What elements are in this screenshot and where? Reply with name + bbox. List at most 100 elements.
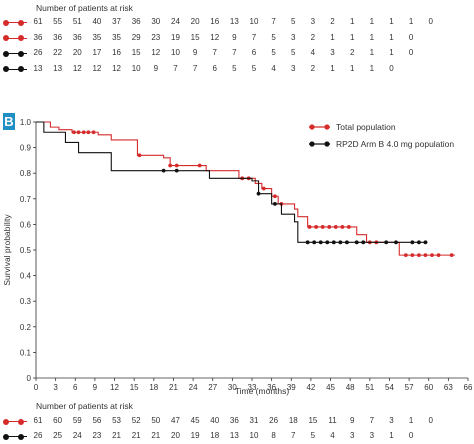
risk-count: 15 (308, 416, 318, 425)
risk-row-line (5, 37, 27, 39)
censor-marker (331, 240, 336, 245)
y-tick-label: 1.0 (20, 118, 32, 127)
y-tick-label: 0.2 (20, 323, 32, 332)
censor-marker (81, 130, 86, 135)
x-tick-label: 0 (34, 383, 39, 392)
risk-count: 13 (33, 63, 43, 73)
risk-count: 1 (408, 17, 414, 26)
censor-marker (86, 130, 91, 135)
risk-count: 24 (72, 431, 82, 440)
censor-marker (345, 240, 349, 245)
x-tick-label: 30 (228, 383, 237, 392)
risk-count: 15 (131, 48, 141, 57)
censor-marker (423, 240, 428, 245)
legend-marker (324, 141, 330, 147)
censor-marker (305, 240, 310, 245)
censor-marker (174, 168, 179, 173)
risk-count: 2 (349, 48, 355, 57)
risk-count: 1 (389, 17, 394, 26)
risk-count: 47 (171, 416, 180, 425)
risk-count: 1 (389, 48, 394, 57)
risk-count: 0 (428, 416, 433, 425)
y-tick-label: 0.3 (20, 297, 32, 306)
risk-count: 36 (72, 32, 82, 42)
risk-row-line (5, 421, 27, 423)
risk-count: 16 (112, 48, 121, 57)
risk-count: 26 (269, 416, 279, 425)
risk-count: 16 (210, 17, 220, 26)
risk-count: 20 (171, 431, 180, 440)
x-tick-label: 42 (306, 383, 315, 392)
x-tick-label: 45 (326, 383, 335, 392)
risk-count: 8 (271, 431, 276, 440)
censor-marker (161, 168, 166, 173)
risk-count: 51 (72, 17, 82, 26)
censor-marker (197, 163, 202, 168)
risk-row: 36 36 36 35 35 29 23 19 15 12 9 7 5 3 2 1 1 1 1 0 (0, 32, 474, 46)
risk-count: 23 (92, 431, 102, 440)
risk-count: 29 (131, 32, 141, 42)
risk-count: 23 (151, 32, 161, 42)
risk-count: 5 (271, 32, 276, 42)
risk-row-line (5, 68, 27, 70)
risk-count: 56 (92, 416, 102, 425)
risk-row-marker (18, 433, 24, 440)
x-tick-label: 57 (405, 383, 414, 392)
x-tick-label: 24 (189, 383, 198, 392)
risk-count: 21 (112, 431, 121, 440)
risk-count: 10 (249, 17, 259, 26)
risk-count: 26 (33, 431, 43, 440)
risk-count: 6 (212, 63, 217, 73)
risk-count: 3 (291, 63, 296, 73)
risk-count: 1 (408, 416, 414, 425)
risk-row-marker (18, 50, 24, 57)
risk-count: 4 (330, 431, 335, 440)
risk-count: 61 (33, 17, 43, 26)
risk-row-marker (3, 66, 9, 72)
censor-marker (394, 240, 398, 245)
risk-count: 55 (53, 17, 63, 26)
risk-count: 3 (369, 431, 375, 440)
risk-count: 36 (33, 32, 43, 42)
risk-count: 53 (112, 416, 121, 425)
x-tick-label: 27 (208, 383, 217, 392)
risk-count: 19 (190, 431, 200, 440)
risk-count: 0 (389, 63, 394, 73)
risk-count: 31 (249, 416, 259, 425)
risk-count: 5 (291, 17, 296, 26)
risk-count: 9 (349, 416, 355, 425)
risk-count: 5 (232, 63, 237, 73)
risk-count: 5 (310, 431, 316, 440)
censor-marker (327, 225, 332, 229)
risk-count: 52 (131, 416, 141, 425)
y-tick-label: 0.6 (20, 220, 32, 229)
x-tick-label: 33 (248, 383, 257, 392)
x-tick-label: 12 (110, 383, 119, 392)
risk-count: 45 (190, 416, 200, 425)
risk-count: 20 (72, 48, 82, 57)
x-tick-label: 21 (169, 383, 178, 392)
risk-count: 10 (131, 63, 141, 73)
x-tick-label: 63 (444, 383, 453, 392)
censor-marker (137, 153, 142, 158)
risk-count: 0 (408, 32, 414, 42)
risk-count: 15 (190, 32, 200, 42)
risk-row: 26 22 20 17 16 15 12 10 9 7 7 6 5 5 4 3 2 1 1 0 (0, 47, 474, 61)
risk-count: 1 (369, 63, 375, 73)
risk-count: 24 (171, 17, 180, 26)
risk-count: 7 (271, 17, 276, 26)
risk-count: 7 (173, 63, 178, 73)
risk-count: 7 (212, 48, 217, 57)
risk-row-marker (18, 418, 24, 425)
risk-count: 35 (112, 32, 121, 42)
risk-row-marker (18, 66, 24, 72)
x-tick-label: 48 (346, 383, 355, 392)
risk-row-marker (18, 35, 24, 41)
risk-count: 1 (330, 63, 335, 73)
censor-marker (430, 253, 434, 258)
risk-row-line (5, 436, 27, 438)
censor-marker (320, 225, 325, 229)
risk-count: 3 (330, 48, 335, 57)
risk-count: 36 (229, 416, 239, 425)
